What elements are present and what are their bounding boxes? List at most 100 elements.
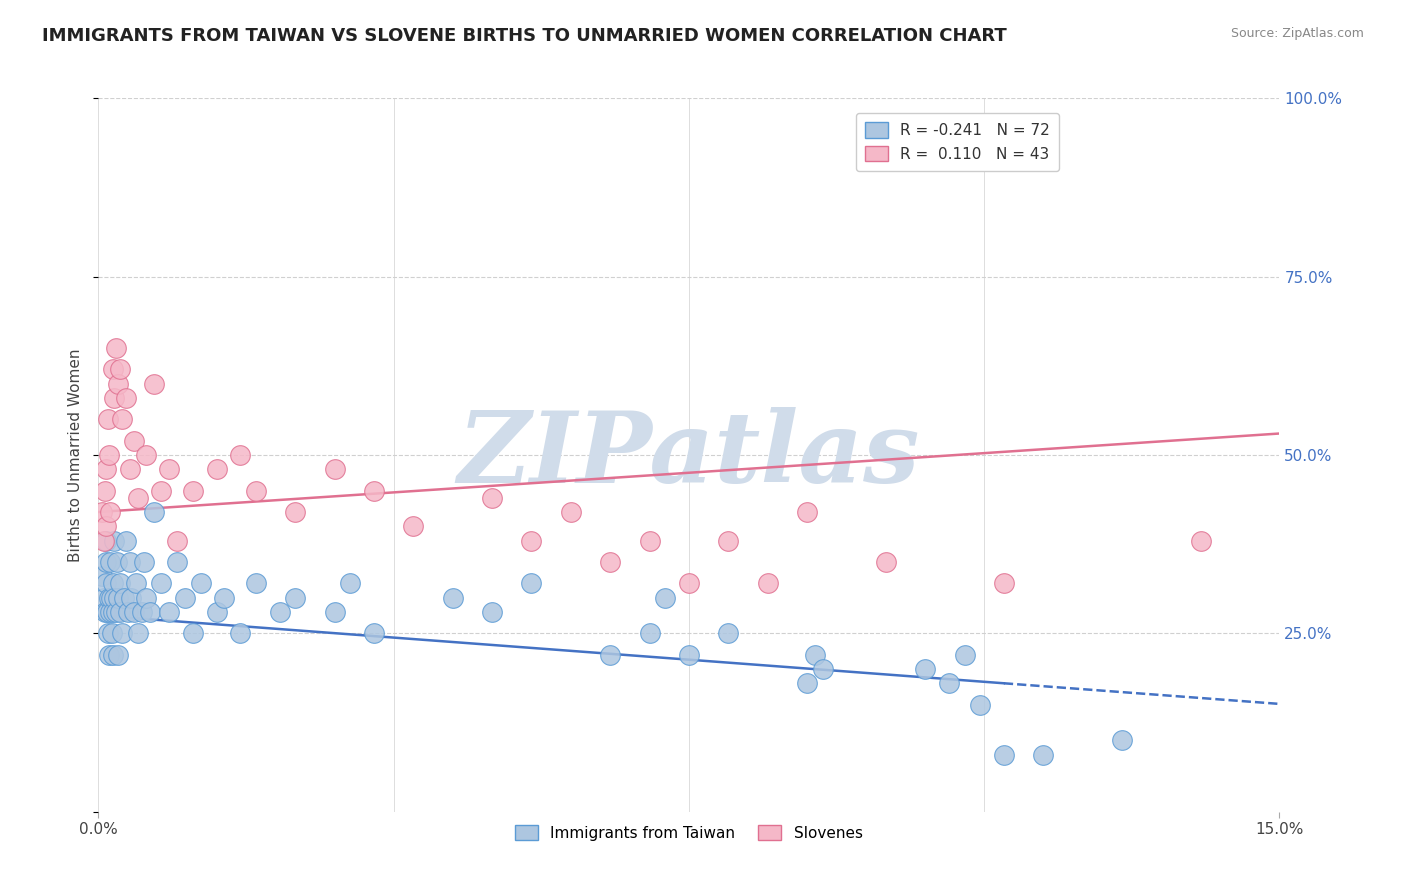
Point [101,605,124,619]
Point [93,483,115,498]
Point [96,605,118,619]
Text: ZIPatlas: ZIPatlas [458,407,920,503]
Point [174,591,197,605]
Point [94,519,117,533]
Point [1111,733,1133,747]
Point [98,605,121,619]
Point [94,555,117,569]
Point [100,591,122,605]
Point [103,533,125,548]
Point [91,569,114,583]
Point [363,626,385,640]
Point [638,626,661,640]
Point [205,462,228,476]
Point [96,462,118,476]
Point [127,491,149,505]
Point [481,491,503,505]
Point [717,533,740,548]
Point [97,591,120,605]
Point [441,591,464,605]
Point [115,533,138,548]
Point [938,676,960,690]
Point [121,591,143,605]
Point [284,505,307,519]
Point [97,412,120,426]
Point [245,576,267,591]
Point [98,505,121,519]
Point [599,555,621,569]
Point [104,605,127,619]
Point [122,605,145,619]
Point [125,576,148,591]
Point [104,341,127,355]
Point [560,505,582,519]
Point [1189,533,1212,548]
Point [96,533,118,548]
Point [97,626,120,640]
Point [654,591,676,605]
Point [115,391,138,405]
Point [181,483,204,498]
Point [118,555,141,569]
Point [875,555,897,569]
Point [98,648,121,662]
Legend: Immigrants from Taiwan, Slovenes: Immigrants from Taiwan, Slovenes [509,819,869,847]
Point [157,605,180,619]
Point [93,591,115,605]
Point [103,591,125,605]
Point [142,376,165,391]
Point [717,626,740,640]
Point [678,648,700,662]
Point [166,555,188,569]
Point [105,555,128,569]
Point [323,462,346,476]
Y-axis label: Births to Unmarried Women: Births to Unmarried Women [67,348,83,562]
Point [122,434,145,448]
Point [111,412,134,426]
Point [520,576,543,591]
Point [363,483,385,498]
Point [914,662,936,676]
Point [110,576,132,591]
Point [953,648,976,662]
Point [166,533,188,548]
Point [993,747,1015,762]
Point [101,576,124,591]
Point [101,362,124,376]
Point [135,591,157,605]
Point [103,648,125,662]
Point [190,576,212,591]
Point [93,605,115,619]
Point [107,376,129,391]
Point [269,605,291,619]
Point [284,591,307,605]
Point [229,626,252,640]
Point [138,605,160,619]
Point [91,505,114,519]
Point [157,462,180,476]
Text: IMMIGRANTS FROM TAIWAN VS SLOVENE BIRTHS TO UNMARRIED WOMEN CORRELATION CHART: IMMIGRANTS FROM TAIWAN VS SLOVENE BIRTHS… [42,27,1007,45]
Point [339,576,361,591]
Point [756,576,779,591]
Point [131,605,153,619]
Point [811,662,834,676]
Point [520,533,543,548]
Point [150,576,173,591]
Point [101,626,124,640]
Point [323,605,346,619]
Point [214,591,236,605]
Point [112,591,135,605]
Point [108,605,131,619]
Point [127,626,149,640]
Point [402,519,425,533]
Point [117,605,139,619]
Point [481,605,503,619]
Point [150,483,173,498]
Point [205,605,228,619]
Point [638,533,661,548]
Point [135,448,157,462]
Point [132,555,155,569]
Point [118,462,141,476]
Point [678,576,700,591]
Point [993,576,1015,591]
